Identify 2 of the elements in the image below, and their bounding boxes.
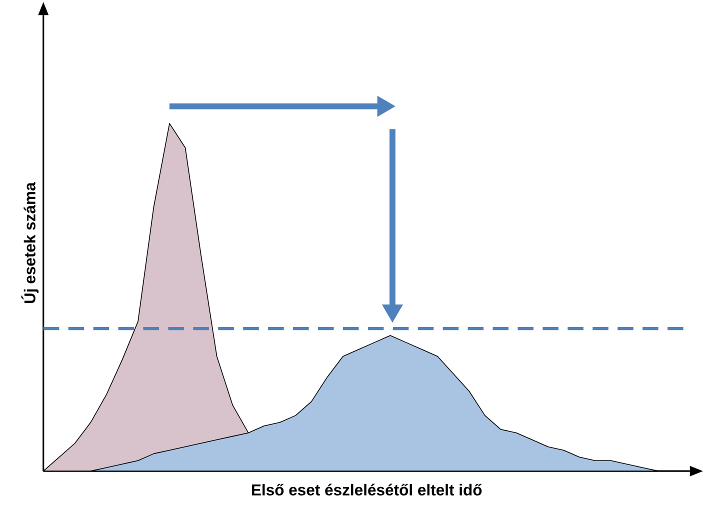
- x-axis-title: Első eset észlelésétől eltelt idő: [252, 484, 482, 496]
- y-axis-title: Új esetek száma: [21, 182, 39, 304]
